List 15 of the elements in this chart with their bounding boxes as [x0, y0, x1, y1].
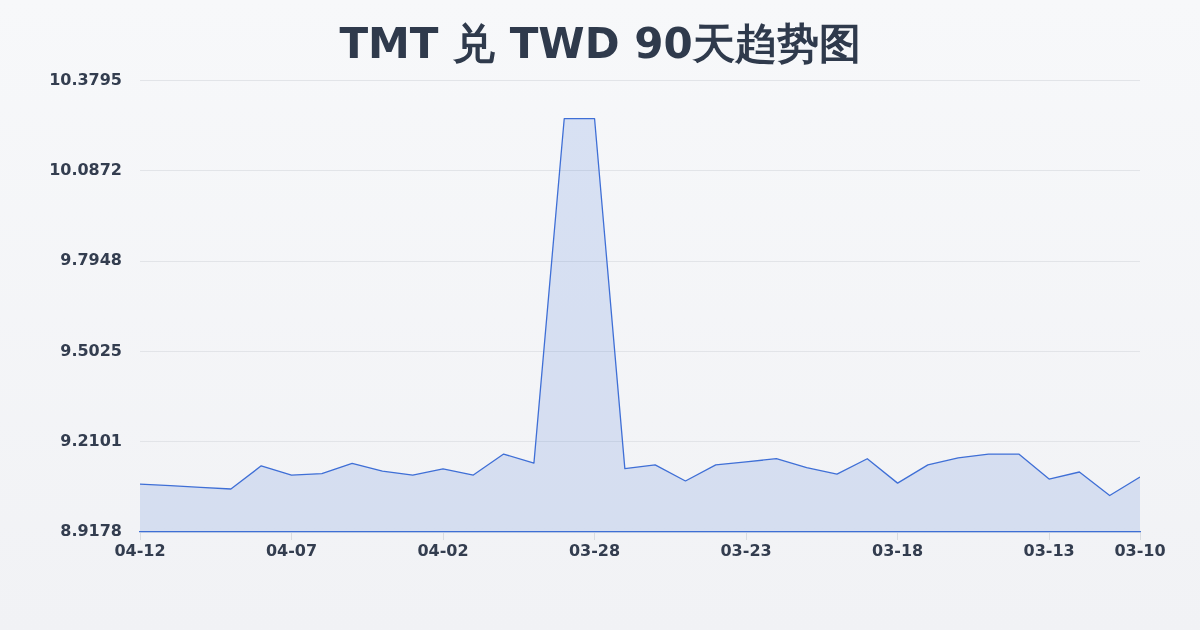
- x-tick-label: 03-23: [720, 540, 772, 560]
- y-tick-label: 8.9178: [60, 521, 122, 541]
- x-tick-label: 03-10: [1114, 540, 1166, 560]
- y-tick-label: 10.3795: [49, 69, 122, 89]
- y-tick-label: 9.5025: [60, 340, 122, 360]
- x-tick-label: 03-28: [568, 540, 621, 560]
- x-tick-label: 03-18: [871, 540, 924, 560]
- y-tick-label: 10.0872: [49, 159, 122, 179]
- y-tick-label: 9.2101: [60, 430, 122, 450]
- x-tick-label: 04-02: [417, 540, 469, 560]
- y-tick-label: 9.7948: [60, 250, 122, 270]
- x-tick-label: 03-13: [1023, 540, 1075, 560]
- x-tick-label: 04-07: [265, 540, 318, 560]
- x-tick-label: 04-12: [114, 540, 166, 560]
- chart-title: TMT 兑 TWD 90天趋势图: [339, 19, 861, 69]
